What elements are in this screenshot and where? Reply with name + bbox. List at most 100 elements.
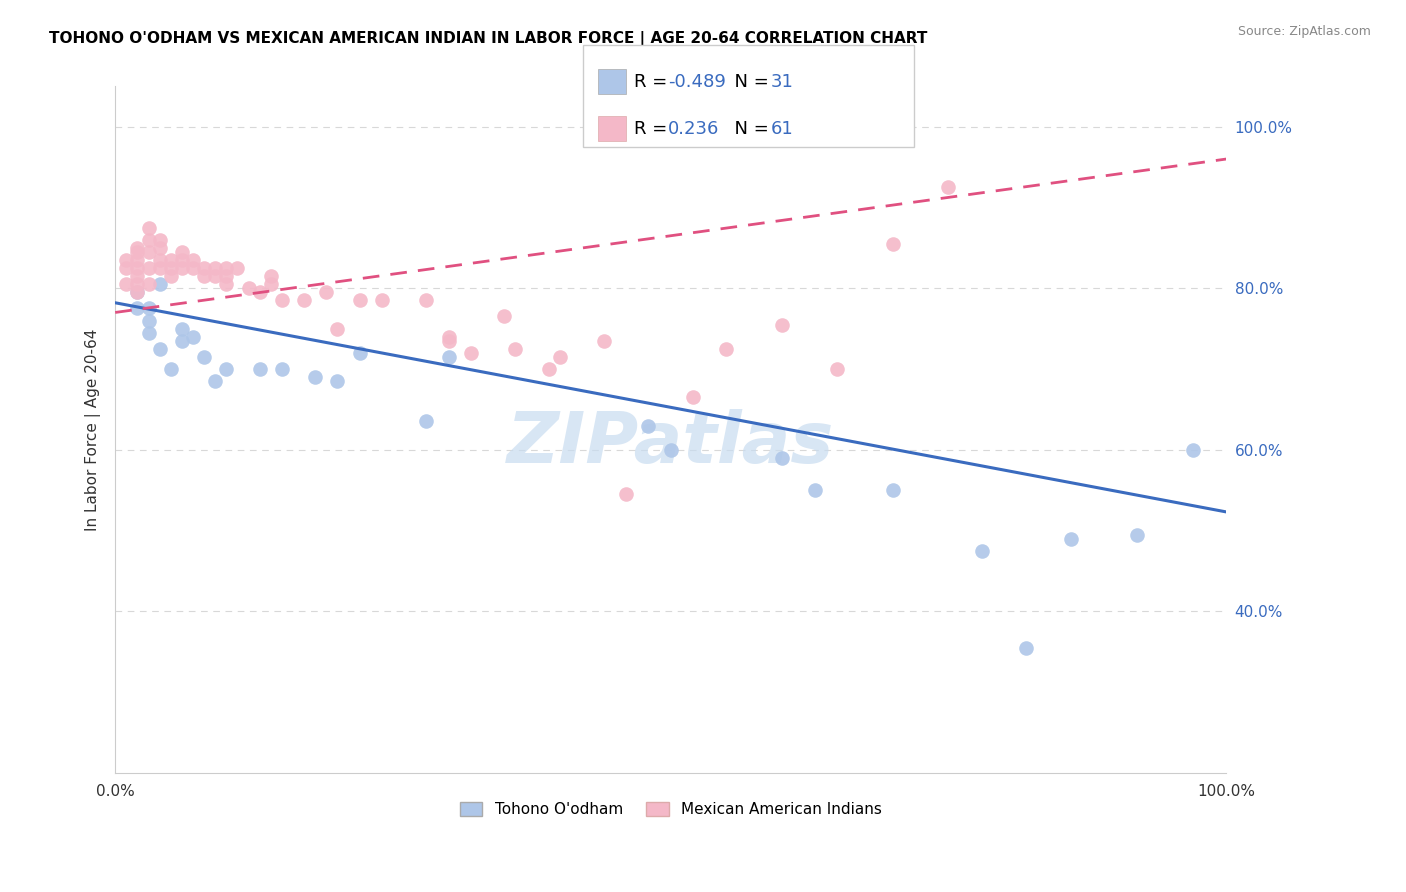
Point bbox=[315, 285, 337, 300]
Point bbox=[804, 483, 827, 497]
Point bbox=[115, 277, 138, 292]
Point bbox=[138, 313, 160, 327]
Point bbox=[270, 362, 292, 376]
Point bbox=[149, 252, 172, 267]
Point bbox=[138, 220, 160, 235]
Point bbox=[716, 342, 738, 356]
Point bbox=[204, 269, 226, 284]
Point bbox=[371, 293, 394, 308]
Point bbox=[827, 362, 849, 376]
Point bbox=[537, 362, 560, 376]
Point bbox=[115, 252, 138, 267]
Point bbox=[270, 293, 292, 308]
Point bbox=[249, 285, 271, 300]
Point bbox=[548, 350, 571, 364]
Text: -0.489: -0.489 bbox=[668, 72, 725, 90]
Point bbox=[882, 483, 904, 497]
Point bbox=[115, 261, 138, 276]
Text: 31: 31 bbox=[770, 72, 793, 90]
Point bbox=[193, 350, 215, 364]
Point bbox=[326, 374, 349, 388]
Point bbox=[260, 277, 283, 292]
Point bbox=[1181, 442, 1204, 457]
Point bbox=[181, 329, 204, 343]
Point bbox=[437, 334, 460, 348]
Text: ZIPatlas: ZIPatlas bbox=[508, 409, 834, 478]
Point bbox=[503, 342, 526, 356]
Point bbox=[970, 543, 993, 558]
Point bbox=[215, 362, 238, 376]
Point bbox=[637, 418, 659, 433]
Text: 61: 61 bbox=[770, 120, 793, 137]
Point bbox=[127, 244, 149, 259]
Point bbox=[170, 252, 193, 267]
Point bbox=[292, 293, 315, 308]
Point bbox=[193, 261, 215, 276]
Point bbox=[138, 277, 160, 292]
Text: N =: N = bbox=[723, 120, 775, 137]
Point bbox=[614, 487, 637, 501]
Point bbox=[159, 261, 181, 276]
Point bbox=[127, 301, 149, 316]
Point bbox=[238, 281, 260, 295]
Point bbox=[159, 269, 181, 284]
Point bbox=[159, 362, 181, 376]
Point bbox=[437, 350, 460, 364]
Point bbox=[149, 342, 172, 356]
Legend: Tohono O'odham, Mexican American Indians: Tohono O'odham, Mexican American Indians bbox=[454, 796, 889, 823]
Point bbox=[149, 241, 172, 255]
Point bbox=[938, 180, 960, 194]
Point bbox=[326, 321, 349, 335]
Point bbox=[170, 334, 193, 348]
Text: TOHONO O'ODHAM VS MEXICAN AMERICAN INDIAN IN LABOR FORCE | AGE 20-64 CORRELATION: TOHONO O'ODHAM VS MEXICAN AMERICAN INDIA… bbox=[49, 31, 928, 47]
Point bbox=[138, 233, 160, 247]
Point bbox=[193, 269, 215, 284]
Text: Source: ZipAtlas.com: Source: ZipAtlas.com bbox=[1237, 25, 1371, 38]
Point bbox=[127, 277, 149, 292]
Point bbox=[494, 310, 516, 324]
Point bbox=[149, 233, 172, 247]
Text: 0.236: 0.236 bbox=[668, 120, 720, 137]
Point bbox=[659, 442, 682, 457]
Point bbox=[149, 277, 172, 292]
Point bbox=[415, 415, 437, 429]
Text: R =: R = bbox=[634, 120, 679, 137]
Point bbox=[882, 236, 904, 251]
Point bbox=[127, 285, 149, 300]
Point bbox=[127, 241, 149, 255]
Point bbox=[181, 252, 204, 267]
Text: R =: R = bbox=[634, 72, 673, 90]
Point bbox=[170, 261, 193, 276]
Point bbox=[349, 293, 371, 308]
Point bbox=[138, 326, 160, 340]
Point bbox=[1015, 640, 1038, 655]
Point bbox=[215, 269, 238, 284]
Point bbox=[226, 261, 249, 276]
Point bbox=[260, 269, 283, 284]
Point bbox=[138, 261, 160, 276]
Point bbox=[204, 261, 226, 276]
Point bbox=[127, 261, 149, 276]
Point bbox=[770, 450, 793, 465]
Point bbox=[593, 334, 616, 348]
Point bbox=[170, 244, 193, 259]
Point bbox=[415, 293, 437, 308]
Point bbox=[159, 252, 181, 267]
Point bbox=[460, 346, 482, 360]
Point bbox=[215, 277, 238, 292]
Point bbox=[170, 321, 193, 335]
Point bbox=[138, 301, 160, 316]
Point bbox=[204, 374, 226, 388]
Point bbox=[304, 370, 326, 384]
Point bbox=[138, 244, 160, 259]
Point bbox=[682, 390, 704, 404]
Point bbox=[127, 252, 149, 267]
Point bbox=[1060, 532, 1083, 546]
Point bbox=[1126, 527, 1149, 541]
Text: N =: N = bbox=[723, 72, 775, 90]
Point bbox=[181, 261, 204, 276]
Point bbox=[127, 285, 149, 300]
Point bbox=[249, 362, 271, 376]
Point bbox=[437, 329, 460, 343]
Point bbox=[770, 318, 793, 332]
